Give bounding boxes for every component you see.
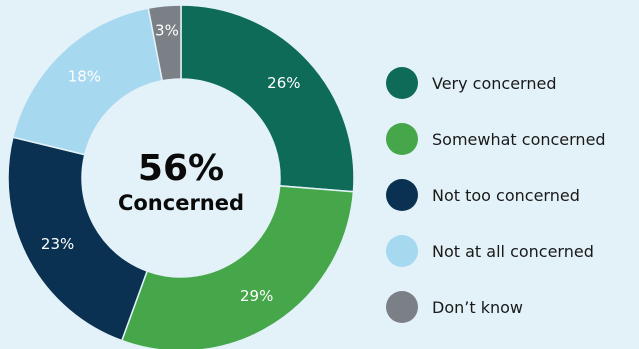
legend-label: Not too concerned <box>432 185 580 205</box>
center-percentage: 56% <box>138 148 224 189</box>
slice-somewhat-concerned <box>120 185 355 349</box>
slice-label-somewhat-concerned: 29% <box>240 287 273 305</box>
legend-swatch <box>386 291 418 323</box>
slice-dont-know <box>147 4 182 82</box>
donut-chart: 26% 29% 23% 18% 3% 56% Concerned <box>7 4 355 349</box>
center-label: Concerned <box>118 191 244 215</box>
legend-swatch <box>386 67 418 99</box>
slice-very-concerned <box>180 4 355 193</box>
slice-not-at-all-concerned <box>11 7 164 156</box>
donut-slices <box>7 4 355 349</box>
legend-swatch <box>386 123 418 155</box>
slice-label-very-concerned: 26% <box>267 74 300 92</box>
slice-label-dont-know: 3% <box>155 22 179 40</box>
legend-label: Don’t know <box>432 297 523 317</box>
legend-label: Somewhat concerned <box>432 129 606 149</box>
legend: Very concerned Somewhat concerned Not to… <box>386 55 639 335</box>
slice-label-not-at-all-concerned: 18% <box>68 68 101 86</box>
legend-swatch <box>386 179 418 211</box>
legend-item-not-at-all-concerned: Not at all concerned <box>386 223 639 279</box>
legend-item-dont-know: Don’t know <box>386 279 639 335</box>
legend-swatch <box>386 235 418 267</box>
slice-labels: 26% 29% 23% 18% 3% <box>41 22 301 305</box>
legend-label: Very concerned <box>432 73 557 93</box>
legend-item-somewhat-concerned: Somewhat concerned <box>386 111 639 167</box>
legend-label: Not at all concerned <box>432 241 594 261</box>
slice-label-not-too-concerned: 23% <box>41 235 74 253</box>
legend-item-very-concerned: Very concerned <box>386 55 639 111</box>
legend-item-not-too-concerned: Not too concerned <box>386 167 639 223</box>
slice-not-too-concerned <box>7 136 149 342</box>
